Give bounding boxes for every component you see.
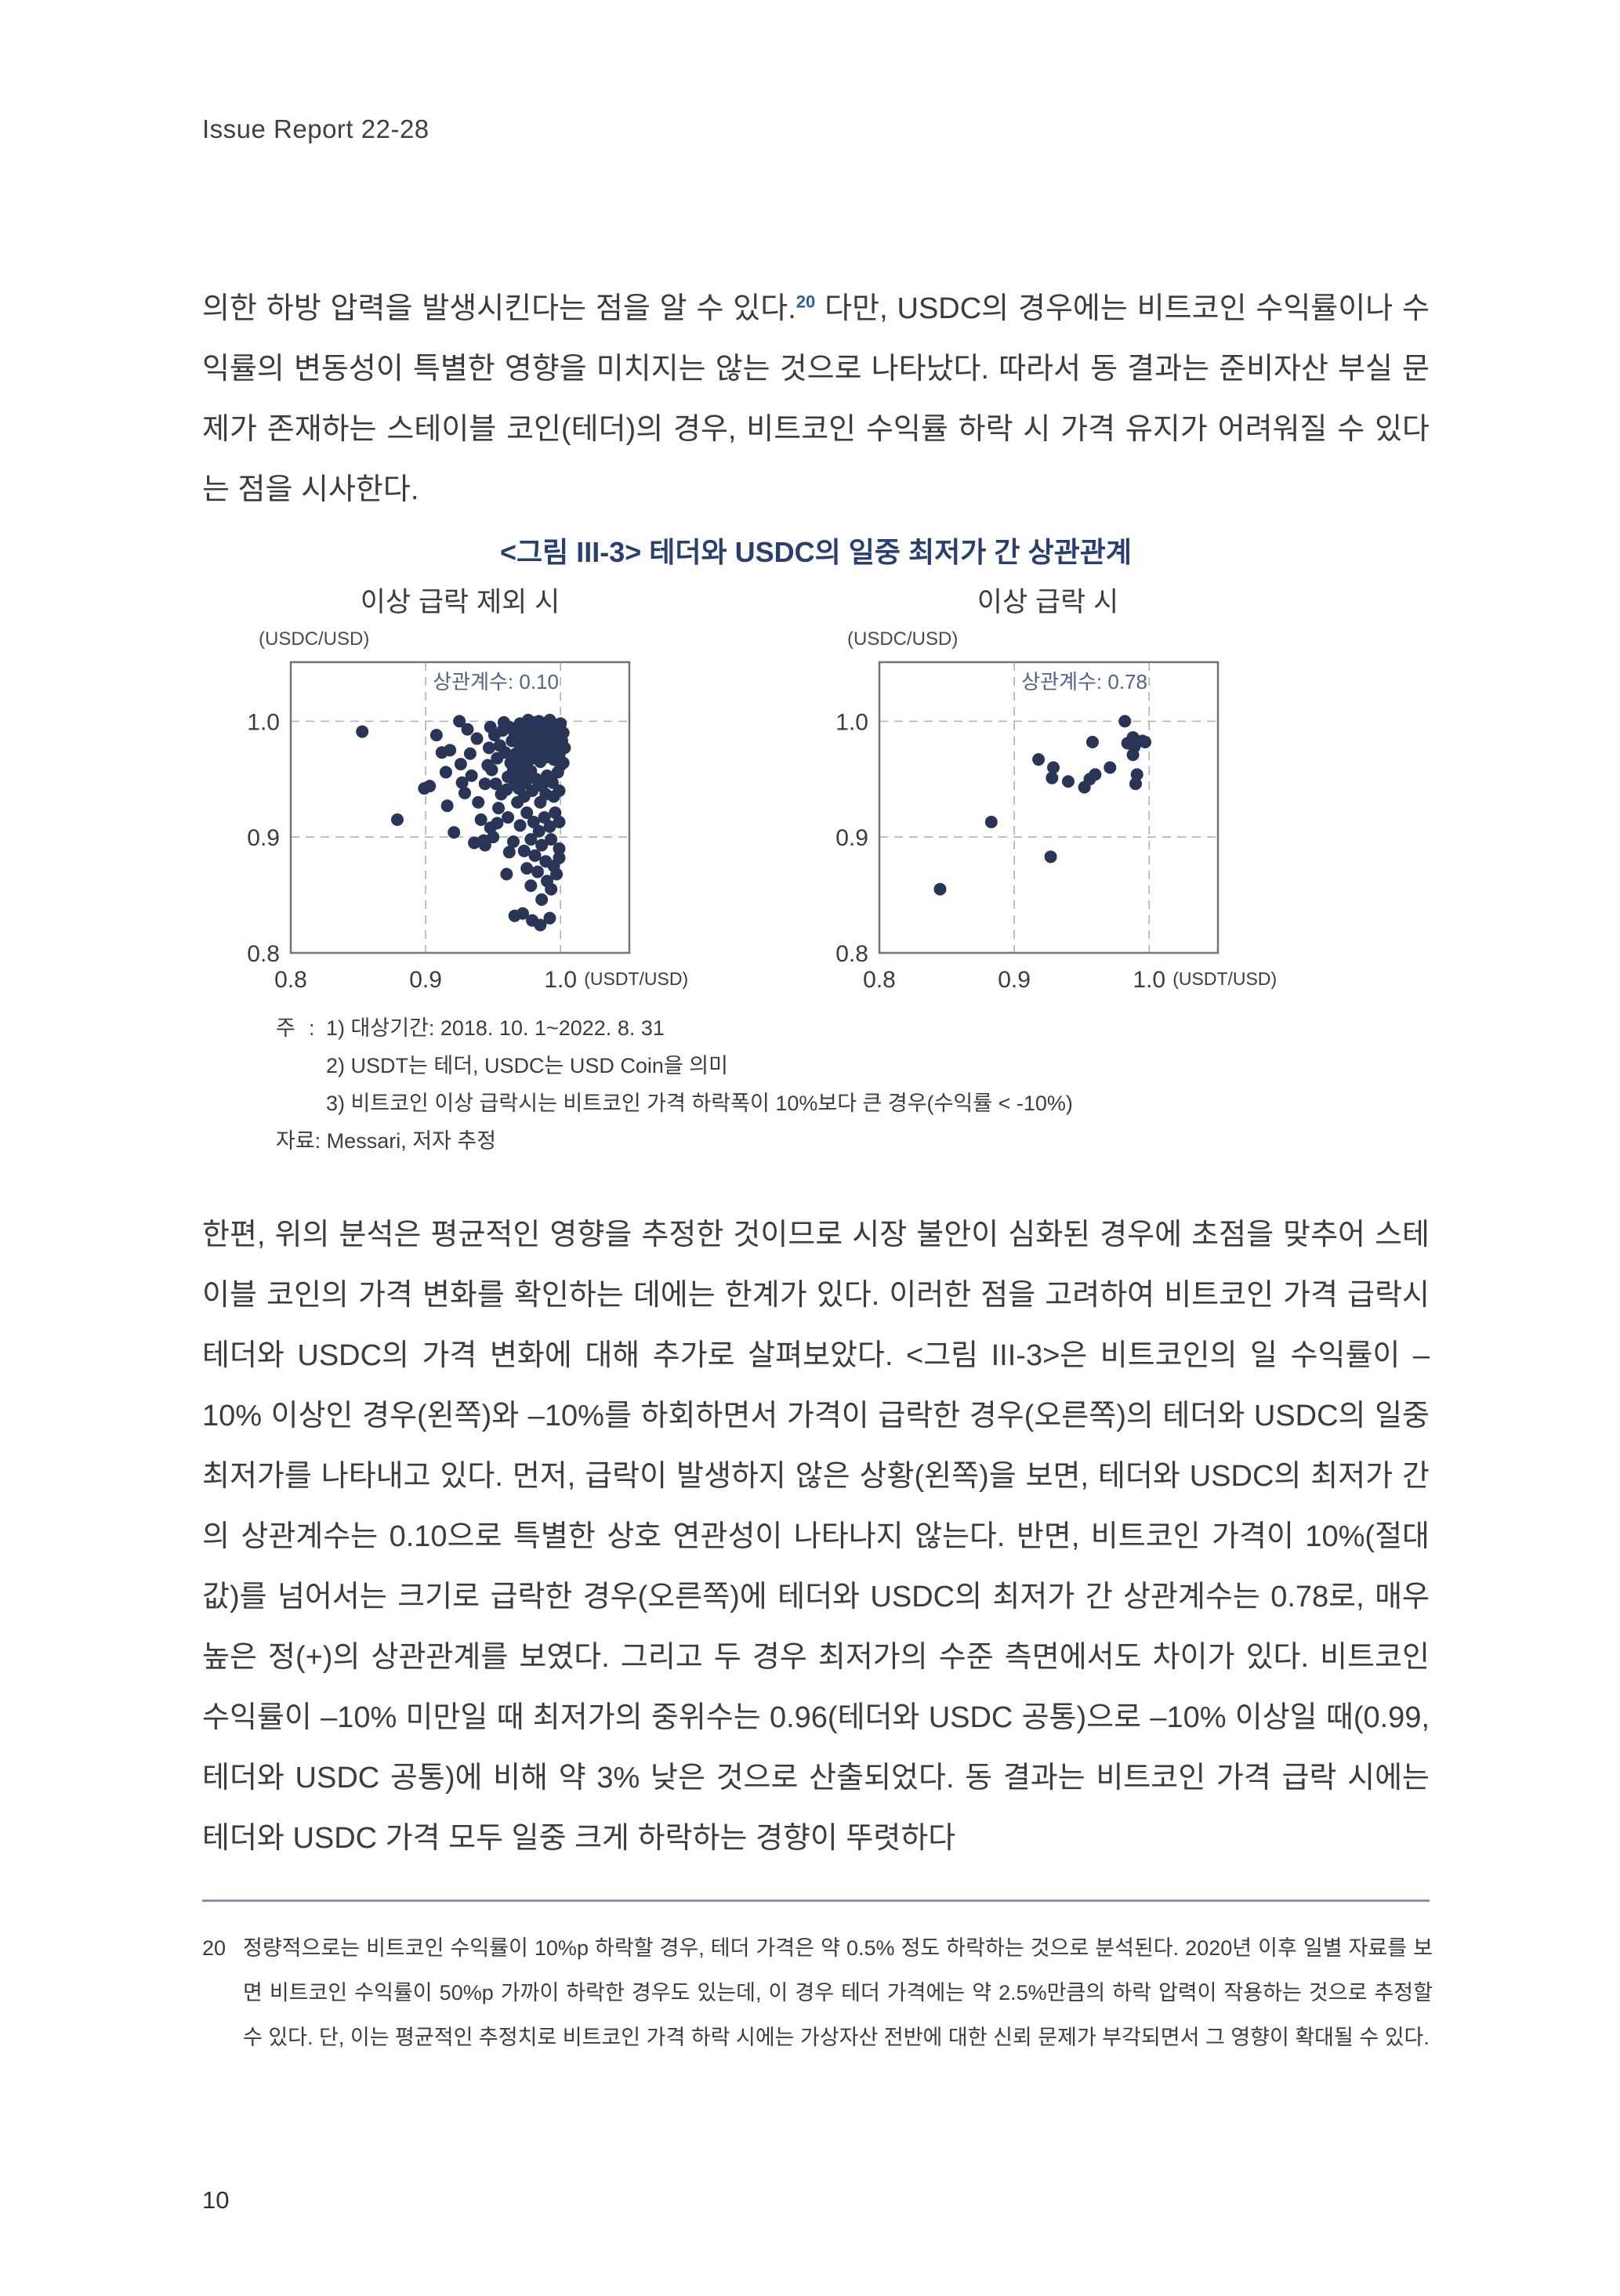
chart-left-y-unit: (USDC/USD)	[259, 628, 370, 650]
note-label: 주	[276, 1016, 295, 1040]
scatter-chart-right: 0.8 0.9 1.0 0.8 0.9 1.0 (USDT/USD) 상관계수: 0.78	[835, 661, 1277, 993]
page-number: 10	[202, 2186, 230, 2214]
chart-right-y-unit: (USDC/USD)	[847, 628, 959, 650]
svg-text:상관계수: 0.78: 상관계수: 0.78	[1021, 670, 1147, 694]
svg-text:0.9: 0.9	[998, 967, 1031, 993]
figure-source: 자료: Messari, 저자 추정	[276, 1129, 497, 1153]
svg-text:(USDT/USD): (USDT/USD)	[1172, 969, 1277, 989]
note-2: 2) USDT는 테더, USDC는 USD Coin을 의미	[326, 1054, 728, 1077]
figure-note-line: 3) 비트코인 이상 급락시는 비트코인 가격 하락폭이 10%보다 큰 경우(…	[276, 1085, 1389, 1122]
svg-text:1.0: 1.0	[544, 967, 577, 993]
note-colon: :	[309, 1016, 315, 1040]
svg-text:0.8: 0.8	[863, 967, 896, 993]
svg-text:0.9: 0.9	[409, 967, 442, 993]
body-paragraph-2: 한편, 위의 분석은 평균적인 영향을 추정한 것이므로 시장 불안이 심화된 …	[202, 1219, 1430, 1855]
svg-text:1.0: 1.0	[835, 709, 868, 735]
figure-note-line: 주:1) 대상기간: 2018. 10. 1~2022. 8. 31	[276, 1009, 1389, 1047]
note-3: 3) 비트코인 이상 급락시는 비트코인 가격 하락폭이 10%보다 큰 경우(…	[326, 1092, 1073, 1115]
svg-text:0.9: 0.9	[247, 825, 280, 851]
svg-text:상관계수: 0.10: 상관계수: 0.10	[433, 670, 559, 694]
svg-text:0.8: 0.8	[274, 967, 307, 993]
svg-text:0.8: 0.8	[247, 941, 280, 967]
svg-text:0.8: 0.8	[835, 941, 868, 967]
chart-right-title: 이상 급락 시	[977, 587, 1119, 617]
figure-note-line: 2) USDT는 테더, USDC는 USD Coin을 의미	[276, 1047, 1389, 1085]
footnote-text: 정량적으로는 비트코인 수익률이 10%p 하락할 경우, 테더 가격은 약 0…	[243, 1936, 1433, 2049]
footnote-marker: 20	[202, 1936, 227, 1960]
paragraph-1-text: 의한 하방 압력을 발생시킨다는 점을 알 수 있다.	[202, 292, 796, 325]
svg-text:1.0: 1.0	[247, 709, 280, 735]
svg-text:1.0: 1.0	[1133, 967, 1165, 993]
body-paragraph-1: 의한 하방 압력을 발생시킨다는 점을 알 수 있다.20 다만, USDC의 …	[202, 279, 1430, 520]
footnote-ref-20: 20	[796, 292, 816, 312]
svg-text:(USDT/USD): (USDT/USD)	[584, 969, 688, 989]
chart-left-title: 이상 급락 제외 시	[360, 587, 560, 617]
report-header: Issue Report 22-28	[202, 114, 429, 143]
paragraph-1-text-cont: 다만, USDC의 경우에는 비트코인 수익률이나 수익률의 변동성이 특별한 …	[202, 292, 1430, 506]
note-1: 1) 대상기간: 2018. 10. 1~2022. 8. 31	[326, 1016, 665, 1040]
figure-title: <그림 III-3> 테더와 USDC의 일중 최저가 간 상관관계	[499, 536, 1132, 568]
footnote-divider	[202, 1899, 1430, 1902]
scatter-chart-left: 0.8 0.9 1.0 0.8 0.9 1.0 (USDT/USD) 상관계수: 0.10	[247, 661, 688, 993]
footnote-20: 20 정량적으로는 비트코인 수익률이 10%p 하락할 경우, 테더 가격은 …	[202, 1926, 1433, 2060]
figure-notes: 주:1) 대상기간: 2018. 10. 1~2022. 8. 31 2) US…	[276, 1009, 1389, 1160]
svg-text:0.9: 0.9	[835, 825, 868, 851]
